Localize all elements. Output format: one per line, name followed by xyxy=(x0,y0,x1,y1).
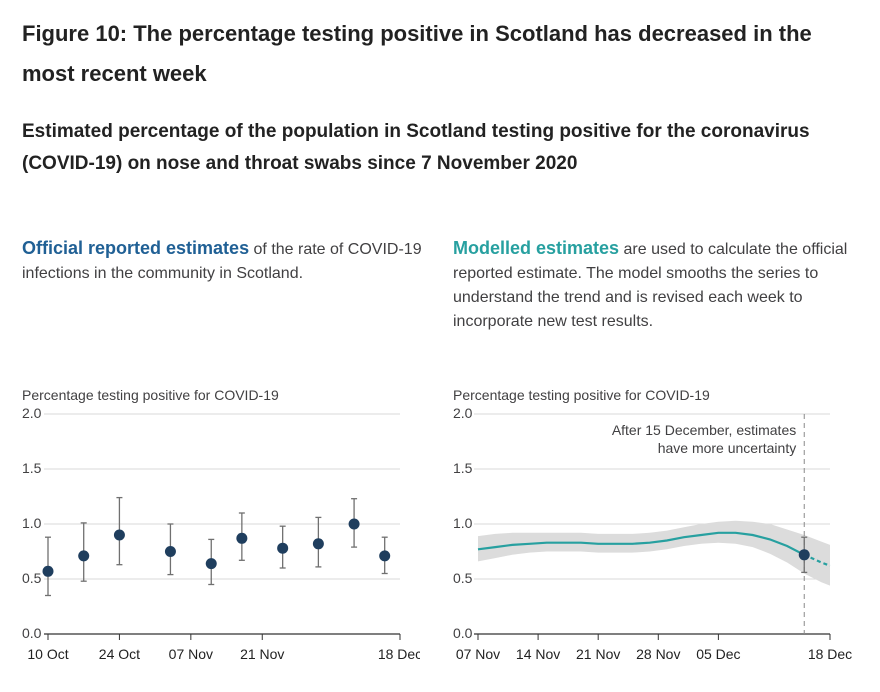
official-estimates-heading: Official reported estimates xyxy=(22,238,250,258)
estimate-point xyxy=(205,558,217,570)
modelled-estimates-description: Modelled estimates are used to calculate… xyxy=(453,236,863,334)
official-estimates-text: of the rate of COVID-19 infections in th… xyxy=(22,241,422,282)
uncertainty-band xyxy=(478,520,830,586)
x-tick-label: 18 Dec xyxy=(808,646,852,662)
y-axis-label: Percentage testing positive for COVID-19 xyxy=(453,387,710,403)
y-axis-label: Percentage testing positive for COVID-19 xyxy=(22,387,279,403)
estimate-point xyxy=(379,550,391,562)
y-tick-label: 2.0 xyxy=(22,405,42,421)
figure-title: Figure 10: The percentage testing positi… xyxy=(22,21,812,86)
x-tick-label: 24 Oct xyxy=(99,646,140,662)
y-tick-label: 0.0 xyxy=(453,625,473,641)
official-estimates-description: Official reported estimates of the rate … xyxy=(22,236,422,286)
latest-estimate-point xyxy=(798,549,810,561)
modelled-line xyxy=(477,531,805,556)
x-tick-label: 07 Nov xyxy=(169,646,213,662)
annotation-line1: After 15 December, estimates xyxy=(612,422,796,438)
y-tick-label: 1.5 xyxy=(22,460,42,476)
x-tick-label: 18 Dec xyxy=(378,646,420,662)
y-tick-label: 0.5 xyxy=(22,570,42,586)
estimate-point xyxy=(277,542,289,554)
estimate-point xyxy=(78,550,90,562)
x-tick-label: 21 Nov xyxy=(576,646,620,662)
estimate-point xyxy=(236,532,248,544)
y-tick-label: 1.0 xyxy=(453,515,473,531)
y-tick-label: 0.0 xyxy=(22,625,42,641)
y-tick-label: 0.5 xyxy=(453,570,473,586)
estimate-point xyxy=(42,565,54,577)
official-estimates-chart: Percentage testing positive for COVID-19… xyxy=(22,387,420,662)
modelled-line-uncertain xyxy=(803,553,831,567)
modelled-estimates-text: are used to calculate the official repor… xyxy=(453,241,848,330)
x-tick-label: 14 Nov xyxy=(516,646,560,662)
estimate-point xyxy=(312,538,324,550)
modelled-estimates-heading: Modelled estimates xyxy=(453,238,620,258)
x-tick-label: 10 Oct xyxy=(27,646,68,662)
x-tick-label: 28 Nov xyxy=(636,646,680,662)
y-tick-label: 1.0 xyxy=(22,515,42,531)
y-tick-label: 2.0 xyxy=(453,405,473,421)
x-tick-label: 07 Nov xyxy=(456,646,500,662)
x-tick-label: 21 Nov xyxy=(240,646,284,662)
modelled-estimates-chart: Percentage testing positive for COVID-19… xyxy=(453,387,852,662)
estimate-point xyxy=(348,518,360,530)
chart-subtitle: Estimated percentage of the population i… xyxy=(22,121,810,174)
x-tick-label: 05 Dec xyxy=(696,646,740,662)
estimate-point xyxy=(113,529,125,541)
estimate-point xyxy=(164,546,176,557)
y-tick-label: 1.5 xyxy=(453,460,473,476)
annotation-line2: have more uncertainty xyxy=(658,440,797,456)
